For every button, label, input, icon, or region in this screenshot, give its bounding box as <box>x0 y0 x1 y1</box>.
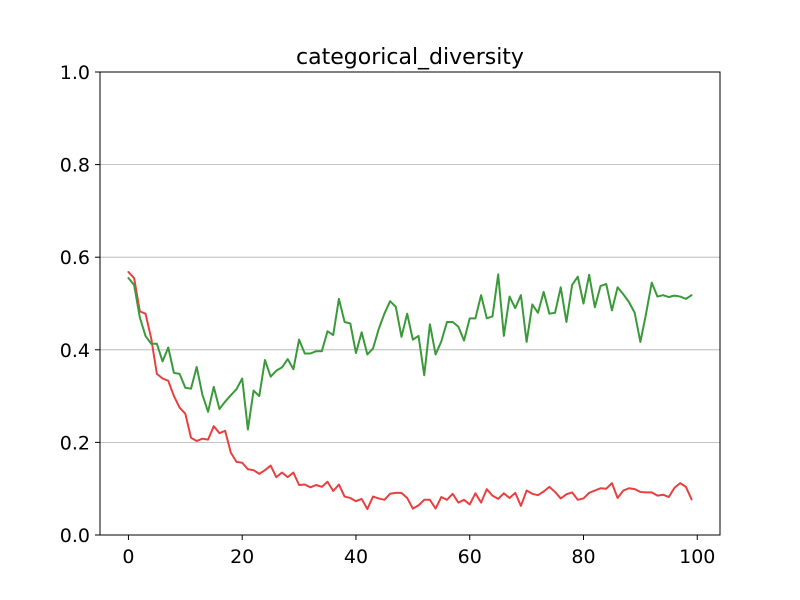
y-tick-label: 0.2 <box>60 432 90 454</box>
y-tick-label: 1.0 <box>60 62 90 84</box>
chart-title: categorical_diversity <box>296 45 524 70</box>
x-tick-label: 20 <box>230 546 254 568</box>
x-tick-label: 60 <box>458 546 482 568</box>
x-tick-label: 100 <box>679 546 715 568</box>
y-tick-label: 0.8 <box>60 155 90 177</box>
y-tick-label: 0.0 <box>60 525 90 547</box>
series-line-1 <box>127 271 693 511</box>
series-line-2 <box>127 273 693 431</box>
y-tick-label: 0.4 <box>60 340 90 362</box>
x-tick-label: 80 <box>571 546 595 568</box>
plot-frame <box>99 71 721 536</box>
grid <box>100 164 720 443</box>
series-lines <box>127 271 693 511</box>
y-tick-label: 0.6 <box>60 247 90 269</box>
axes: 0.0 0.2 0.4 0.6 0.8 1.0 0 20 40 60 80 100 <box>60 62 716 568</box>
x-tick-label: 40 <box>344 546 368 568</box>
x-tick-label: 0 <box>122 546 134 568</box>
